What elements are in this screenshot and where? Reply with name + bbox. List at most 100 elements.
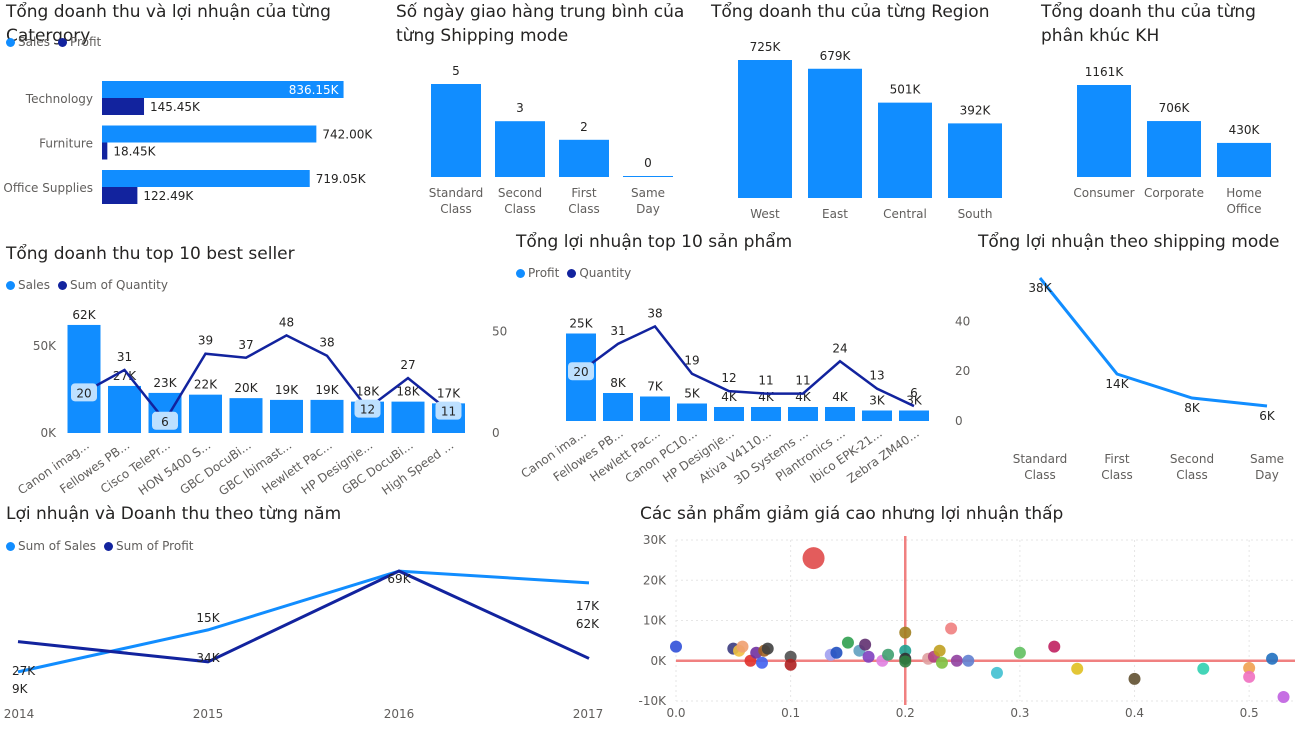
y-tick-label: 30K bbox=[643, 533, 667, 547]
y2-tick-label: 20 bbox=[955, 364, 970, 378]
data-label: 5 bbox=[452, 64, 460, 78]
legend-item-quantity[interactable]: Quantity bbox=[567, 266, 631, 280]
scatter-panel: Các sản phẩm giảm giá cao nhưng lợi nhuậ… bbox=[634, 502, 1305, 730]
sales-bar bbox=[102, 170, 310, 187]
quantity-data-label: 11 bbox=[758, 374, 773, 388]
bar bbox=[948, 123, 1002, 198]
shipping-days-panel: Số ngày giao hàng trung bình của từng Sh… bbox=[390, 0, 710, 230]
sales-data-label: 9K bbox=[12, 682, 29, 696]
quantity-data-label: 24 bbox=[832, 341, 847, 355]
profit-bar bbox=[102, 98, 145, 115]
scatter-point bbox=[670, 640, 682, 653]
category-tick-label: Second bbox=[1170, 452, 1214, 466]
bar bbox=[67, 324, 101, 433]
data-label: 2 bbox=[580, 120, 588, 134]
bar bbox=[431, 84, 481, 177]
x-tick-label: 0.0 bbox=[666, 706, 685, 720]
category-tick-label: Class bbox=[1024, 468, 1056, 482]
scatter-point bbox=[1243, 661, 1256, 674]
data-label: 501K bbox=[890, 83, 922, 97]
chart-title: Các sản phẩm giảm giá cao nhưng lợi nhuậ… bbox=[640, 504, 1064, 524]
legend-label: Sum of Profit bbox=[116, 539, 194, 553]
chart-title: Tổng doanh thu của từng Region bbox=[711, 2, 990, 22]
scatter-point bbox=[1277, 690, 1290, 703]
scatter-point bbox=[935, 656, 948, 669]
top-profit-panel: Tổng lợi nhuận top 10 sản phẩm Profit Qu… bbox=[510, 228, 980, 495]
region-panel: Tổng doanh thu của từng Region 725K West 6… bbox=[705, 0, 1025, 230]
legend-label: Sum of Sales bbox=[18, 539, 97, 553]
bar bbox=[1077, 85, 1131, 177]
legend-item-quantity[interactable]: Sum of Quantity bbox=[57, 278, 168, 292]
legend-label: Sum of Quantity bbox=[69, 278, 168, 292]
bar bbox=[391, 401, 425, 433]
legend-label: Sales bbox=[18, 278, 50, 292]
legend-item-profit[interactable]: Profit bbox=[516, 266, 559, 280]
data-label: 725K bbox=[750, 40, 782, 54]
quantity-line bbox=[580, 324, 915, 408]
x-tick-label: 0.5 bbox=[1240, 706, 1259, 720]
data-label: 3 bbox=[516, 101, 524, 115]
sales-data-label: 836.15K bbox=[289, 83, 340, 97]
scatter-point bbox=[1048, 640, 1061, 653]
quantity-data-label: 48 bbox=[279, 315, 294, 329]
category-tick-label: Hewlett Pac... bbox=[259, 438, 334, 495]
quantity-data-label: 13 bbox=[869, 369, 884, 383]
legend-item-profit[interactable]: Profit bbox=[57, 35, 101, 49]
bar-data-label: 18K bbox=[356, 385, 380, 399]
bar-data-label: 8K bbox=[610, 376, 627, 390]
quantity-line bbox=[83, 333, 450, 423]
quantity-data-label: 38 bbox=[319, 336, 334, 350]
sales-line bbox=[17, 569, 590, 674]
category-tick-label: Day bbox=[1255, 468, 1279, 482]
legend-item-profit[interactable]: Sum of Profit bbox=[104, 539, 193, 553]
category-chart-panel: Tổng doanh thu và lợi nhuận của từng Cat… bbox=[0, 0, 390, 230]
category-tick-label: Class bbox=[440, 202, 472, 216]
category-tick-label: Central bbox=[883, 207, 927, 221]
scatter-point bbox=[830, 646, 843, 659]
bar bbox=[751, 407, 781, 421]
scatter-point bbox=[859, 638, 872, 651]
sales-bar bbox=[102, 81, 344, 98]
scatter-point bbox=[1197, 662, 1210, 675]
x-tick-label: 2016 bbox=[384, 707, 415, 721]
scatter-point bbox=[945, 622, 958, 635]
category-tick-label: West bbox=[750, 207, 780, 221]
legend: Sum of Sales Sum of Profit bbox=[6, 539, 193, 553]
scatter-point bbox=[1243, 670, 1256, 683]
bar bbox=[108, 385, 141, 433]
bar bbox=[899, 410, 929, 421]
quantity-data-label: 20 bbox=[573, 365, 588, 379]
bar-data-label: 7K bbox=[647, 380, 664, 394]
scatter-point bbox=[755, 656, 768, 669]
category-tick-label: Home bbox=[1226, 186, 1261, 200]
y2-tick-label: 0 bbox=[955, 414, 963, 428]
quantity-label-bg bbox=[435, 401, 462, 420]
bar-data-label: 25K bbox=[569, 317, 593, 331]
scatter-point bbox=[862, 650, 875, 663]
x-tick-label: 2015 bbox=[193, 707, 224, 721]
bar bbox=[559, 139, 609, 177]
category-tick-label: Furniture bbox=[39, 137, 93, 151]
category-tick-label: Office bbox=[1226, 202, 1261, 216]
profit-data-label: 15K bbox=[196, 611, 220, 625]
bar bbox=[738, 60, 792, 198]
category-tick-label: Second bbox=[498, 186, 542, 200]
chart-title: Tổng lợi nhuận top 10 sản phẩm bbox=[516, 232, 793, 252]
legend-item-sales[interactable]: Sum of Sales bbox=[6, 539, 96, 553]
data-label: 706K bbox=[1159, 101, 1191, 115]
chart-title: Tổng doanh thu và lợi nhuận của từng Cat… bbox=[6, 2, 331, 46]
data-label: 392K bbox=[960, 103, 992, 117]
category-tick-label: Same bbox=[1250, 452, 1284, 466]
data-label: 14K bbox=[1105, 377, 1129, 391]
quantity-label-bg bbox=[152, 411, 178, 430]
legend-item-sales[interactable]: Sales bbox=[6, 278, 50, 292]
bar-data-label: 23K bbox=[153, 376, 177, 390]
shipping-profit-panel: Tổng lợi nhuận theo shipping mode 38K Sta… bbox=[972, 228, 1305, 495]
bar bbox=[495, 121, 545, 177]
bar-data-label: 5K bbox=[684, 387, 701, 401]
legend-label: Sales bbox=[18, 35, 50, 49]
bar bbox=[189, 394, 222, 433]
profit-data-label: 145.45K bbox=[150, 100, 201, 114]
legend-item-sales[interactable]: Sales bbox=[6, 35, 50, 49]
category-tick-label: Technology bbox=[25, 92, 93, 106]
